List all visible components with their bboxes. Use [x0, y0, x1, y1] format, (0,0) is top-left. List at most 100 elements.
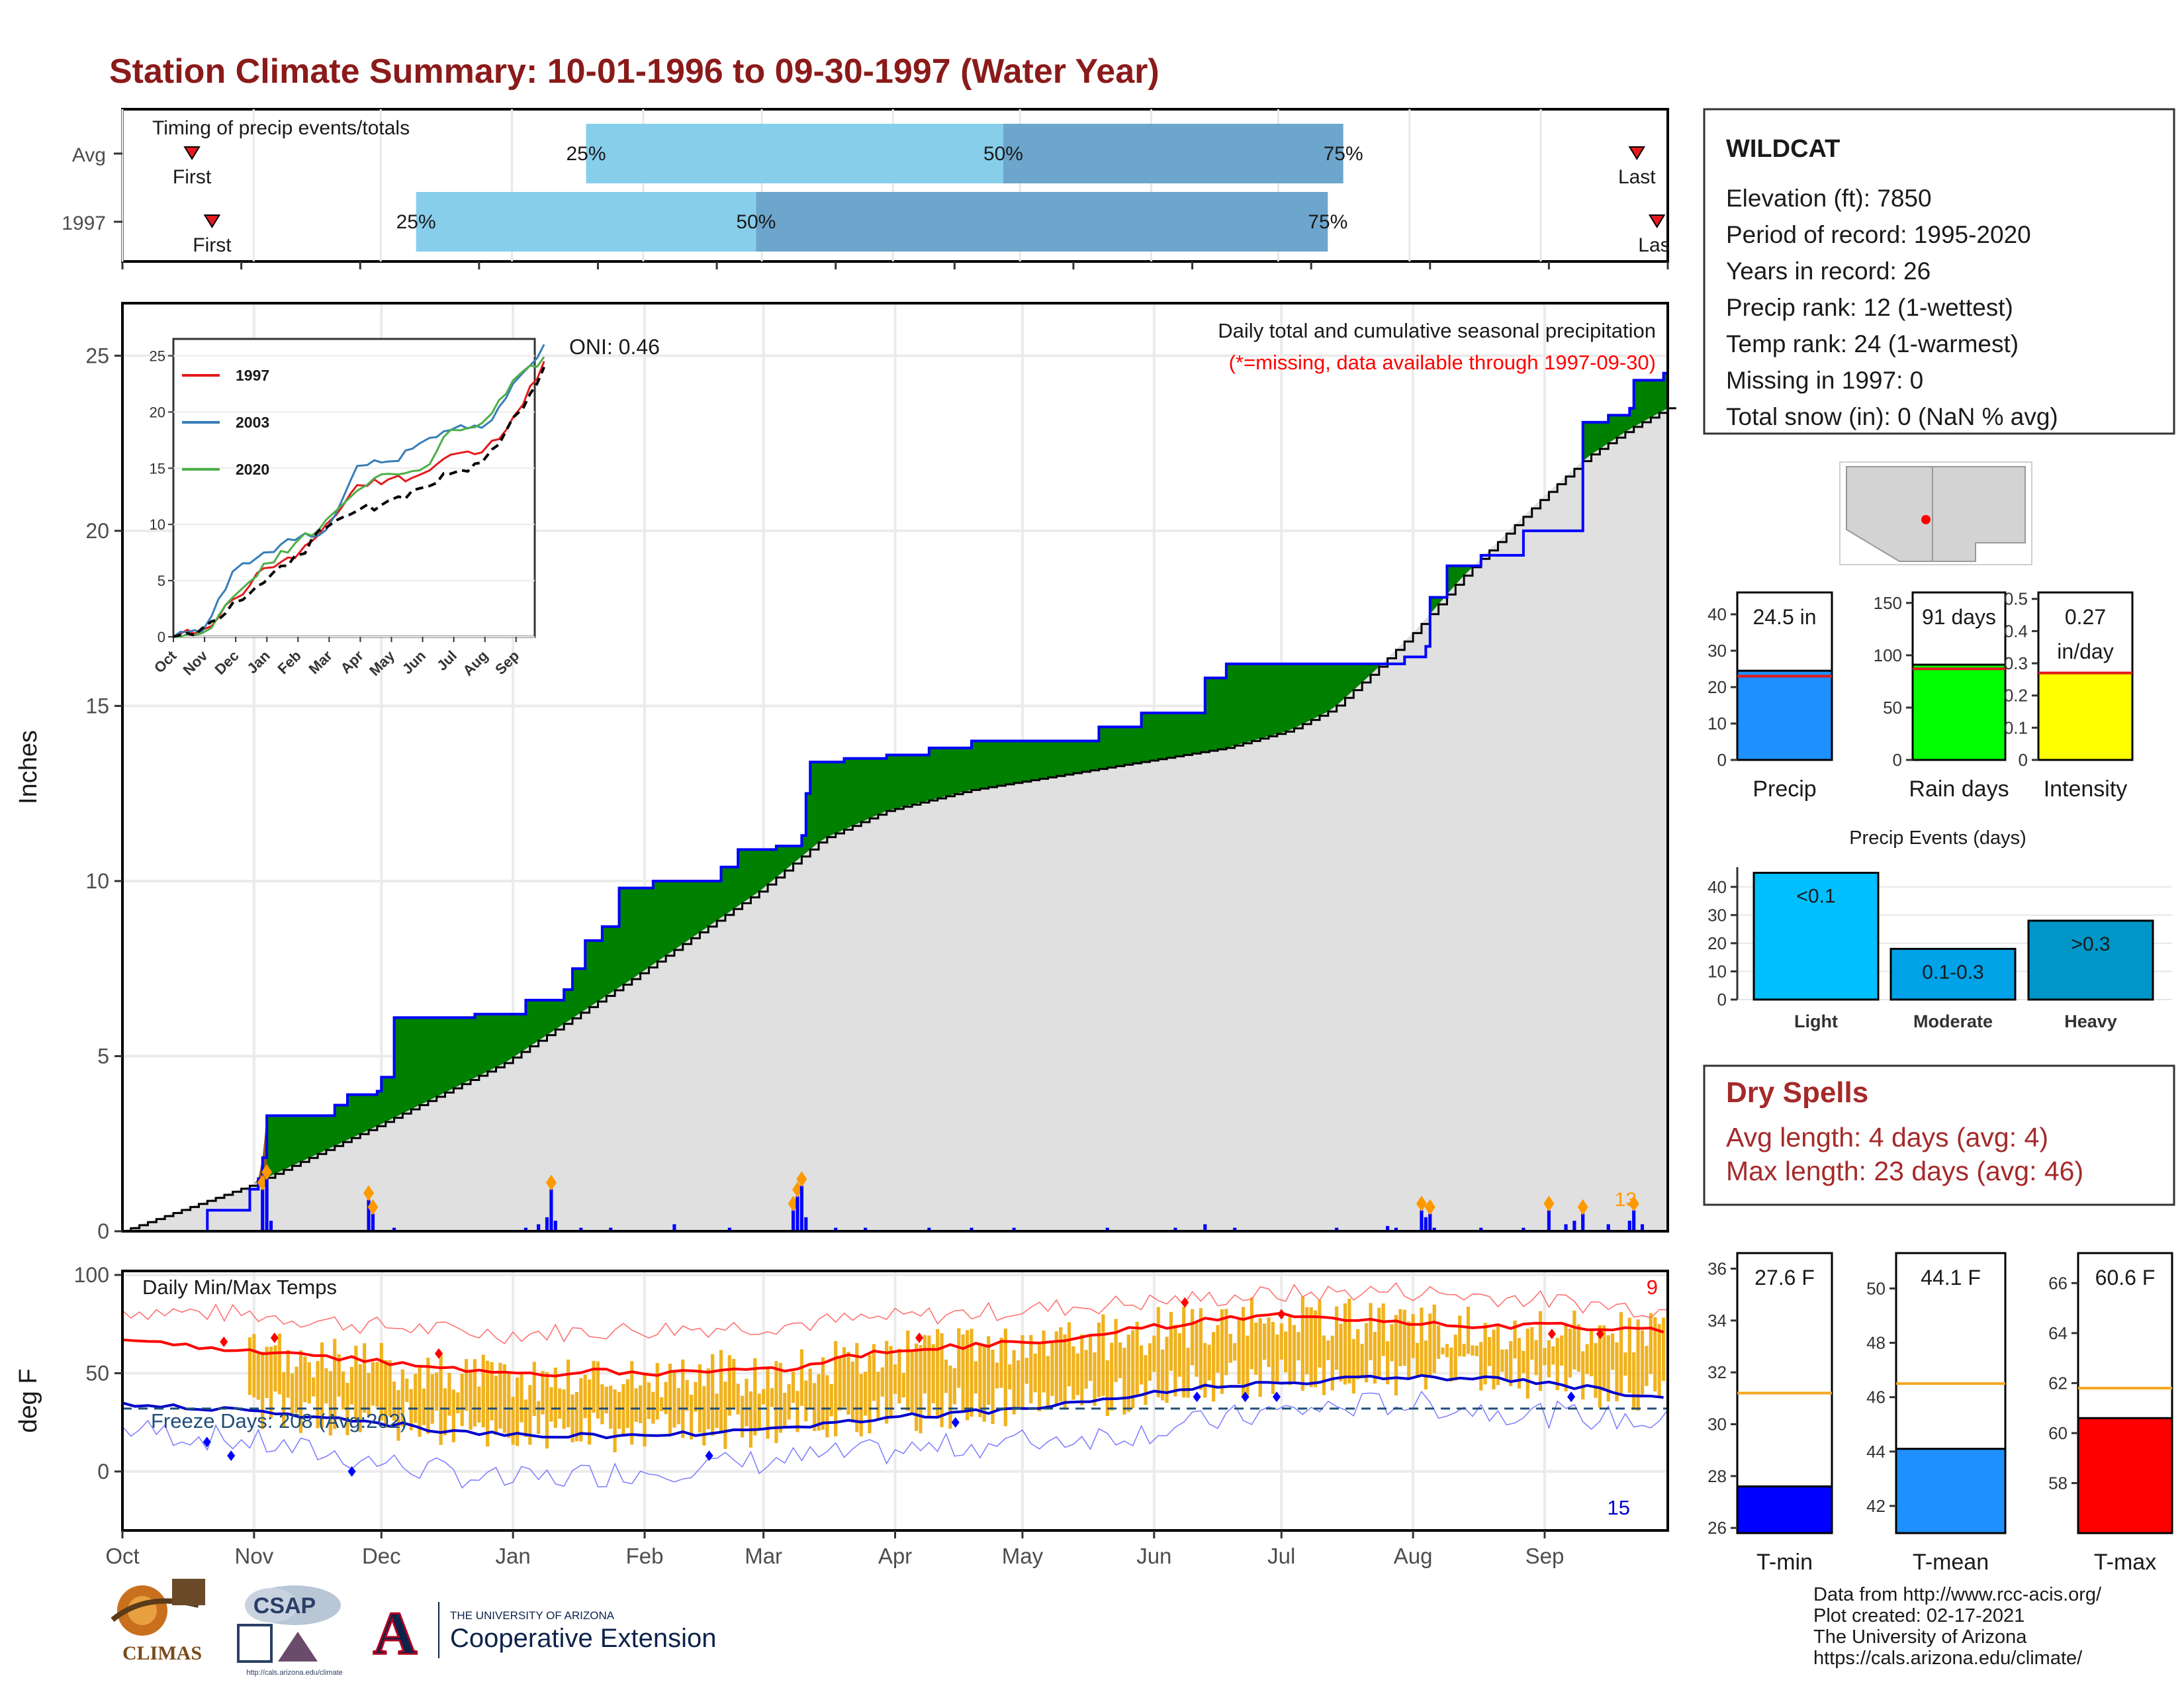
- average-cumulative-line: [122, 407, 1676, 1233]
- daily-temp-range-bar: [422, 1388, 426, 1425]
- daily-temp-range-bar: [1445, 1344, 1449, 1358]
- daily-temp-range-bar: [447, 1373, 451, 1416]
- daily-precip-bar: [1627, 1221, 1631, 1231]
- inset-legend-label: 2003: [236, 414, 269, 431]
- daily-temp-range-bar: [897, 1348, 901, 1404]
- daily-temp-range-bar: [982, 1345, 986, 1422]
- daily-temp-range-bar: [791, 1371, 796, 1403]
- daily-temp-range-bar: [927, 1335, 931, 1417]
- precip-panel-frame: [121, 302, 1669, 1233]
- daily-temp-range-bar: [596, 1361, 600, 1419]
- daily-temp-range-bar: [1636, 1319, 1640, 1411]
- station-info-box: [1703, 108, 2175, 435]
- daily-temp-range-bar: [787, 1383, 791, 1420]
- daily-precip-record-marker: [1577, 1199, 1588, 1215]
- daily-temp-range-bar: [957, 1328, 961, 1388]
- daily-temp-range-bar: [770, 1388, 774, 1407]
- daily-temp-range-bar: [711, 1354, 715, 1436]
- daily-temp-range-bar: [354, 1345, 358, 1423]
- daily-temp-range-bar: [1152, 1335, 1156, 1372]
- daily-temp-range-bar: [804, 1380, 808, 1422]
- precip-y-tick-label: 0: [97, 1219, 109, 1243]
- daily-temp-range-bar: [1093, 1352, 1097, 1406]
- daily-temp-range-bar: [1033, 1353, 1037, 1393]
- daily-temp-range-bar: [885, 1340, 889, 1424]
- daily-temp-range-bar: [1475, 1345, 1479, 1356]
- daily-precip-bar: [1564, 1224, 1568, 1231]
- temp-y-tick-label: 50: [85, 1361, 109, 1385]
- daily-temp-range-bar: [1487, 1336, 1492, 1366]
- daily-temp-range-bar: [261, 1351, 265, 1429]
- temp-t-max-y-tick-label: 66: [2048, 1273, 2068, 1293]
- daily-temp-range-bar: [1623, 1352, 1627, 1376]
- daily-temp-range-bar: [316, 1361, 320, 1429]
- daily-temp-range-bar: [1016, 1360, 1021, 1410]
- daily-temp-range-bar: [1402, 1309, 1406, 1366]
- daily-temp-range-bar: [481, 1354, 485, 1428]
- daily-precip-bar: [1432, 1227, 1436, 1231]
- summary-intensity-y-tick-label: 0.3: [2004, 653, 2028, 673]
- daily-temp-range-bar: [1407, 1321, 1411, 1378]
- summary-intensity-category-label: Intensity: [2044, 776, 2128, 802]
- daily-temp-range-bar: [1292, 1325, 1297, 1382]
- daily-temp-range-bar: [1139, 1345, 1144, 1385]
- daily-temp-range-bar: [414, 1374, 418, 1423]
- daily-temp-range-bar: [1441, 1347, 1445, 1354]
- daily-temp-range-bar: [498, 1362, 502, 1429]
- csap-text: CSAP: [253, 1593, 316, 1618]
- daily-temp-range-bar: [1122, 1348, 1126, 1415]
- daily-temp-range-bar: [1351, 1338, 1355, 1394]
- daily-temp-range-bar: [520, 1372, 523, 1423]
- daily-temp-range-bar: [282, 1372, 286, 1428]
- events-y-tick-label: 30: [1707, 905, 1727, 925]
- record-high-marker: [270, 1333, 279, 1344]
- inset-series-line: [173, 344, 545, 638]
- daily-temp-range-bar: [1212, 1332, 1216, 1402]
- daily-temp-range-bar: [1284, 1331, 1288, 1373]
- daily-temp-range-bar: [1131, 1330, 1135, 1409]
- daily-temp-range-bar: [821, 1357, 825, 1430]
- daily-temp-range-bar: [1046, 1356, 1050, 1409]
- daily-temp-range-bar: [388, 1360, 392, 1417]
- average-cumulative-area: [122, 408, 1668, 1231]
- precip-y-tick-label: 5: [97, 1044, 109, 1068]
- daily-temp-range-bar: [1071, 1346, 1075, 1400]
- daily-temp-range-bar: [1186, 1347, 1190, 1398]
- daily-temp-range-bar: [1424, 1340, 1428, 1389]
- temp-panel-label: Daily Min/Max Temps: [142, 1276, 337, 1299]
- daily-temp-range-bar: [1228, 1334, 1232, 1363]
- station-name: WILDCAT: [1726, 135, 1840, 163]
- daily-temp-range-bar: [558, 1388, 562, 1419]
- daily-precip-bar: [609, 1227, 613, 1231]
- daily-temp-range-bar: [430, 1374, 434, 1424]
- daily-temp-range-bar: [1075, 1353, 1079, 1395]
- daily-temp-range-bar: [889, 1346, 893, 1418]
- daily-precip-record-marker: [261, 1164, 273, 1180]
- daily-temp-range-bar: [511, 1396, 515, 1445]
- daily-temp-range-bar: [1483, 1323, 1487, 1385]
- daily-temp-range-bar: [1449, 1347, 1453, 1382]
- daily-precip-bar: [1522, 1227, 1525, 1231]
- station-info-line: Elevation (ft): 7850: [1726, 185, 1932, 212]
- daily-temp-range-bar: [1144, 1355, 1148, 1405]
- daily-temp-range-bar: [392, 1382, 396, 1421]
- daily-temp-range-bar: [1589, 1329, 1594, 1377]
- ua-big-text: Cooperative Extension: [450, 1624, 716, 1653]
- record-high-marker: [220, 1336, 228, 1347]
- csap-logo: CSAP http://cals.arizona.edu/climate: [232, 1579, 351, 1678]
- daily-temp-range-bar: [1297, 1332, 1300, 1361]
- daily-temp-range-bar: [919, 1344, 923, 1434]
- map-region: [1846, 466, 2026, 562]
- daily-temp-range-bar: [965, 1330, 970, 1421]
- daily-precip-bar: [804, 1217, 808, 1231]
- daily-temp-range-bar: [868, 1354, 872, 1434]
- daily-temp-range-bar: [1364, 1323, 1369, 1383]
- daily-temp-range-bar: [456, 1392, 460, 1414]
- daily-temp-range-bar: [936, 1329, 940, 1419]
- climas-text: CLIMAS: [122, 1642, 202, 1664]
- temp-t-mean-y-tick-label: 44: [1866, 1442, 1886, 1462]
- daily-temp-range-bar: [1530, 1327, 1534, 1360]
- daily-temp-range-bar: [583, 1374, 587, 1419]
- first-event-marker: [183, 146, 201, 160]
- daily-temp-range-bar: [685, 1380, 689, 1411]
